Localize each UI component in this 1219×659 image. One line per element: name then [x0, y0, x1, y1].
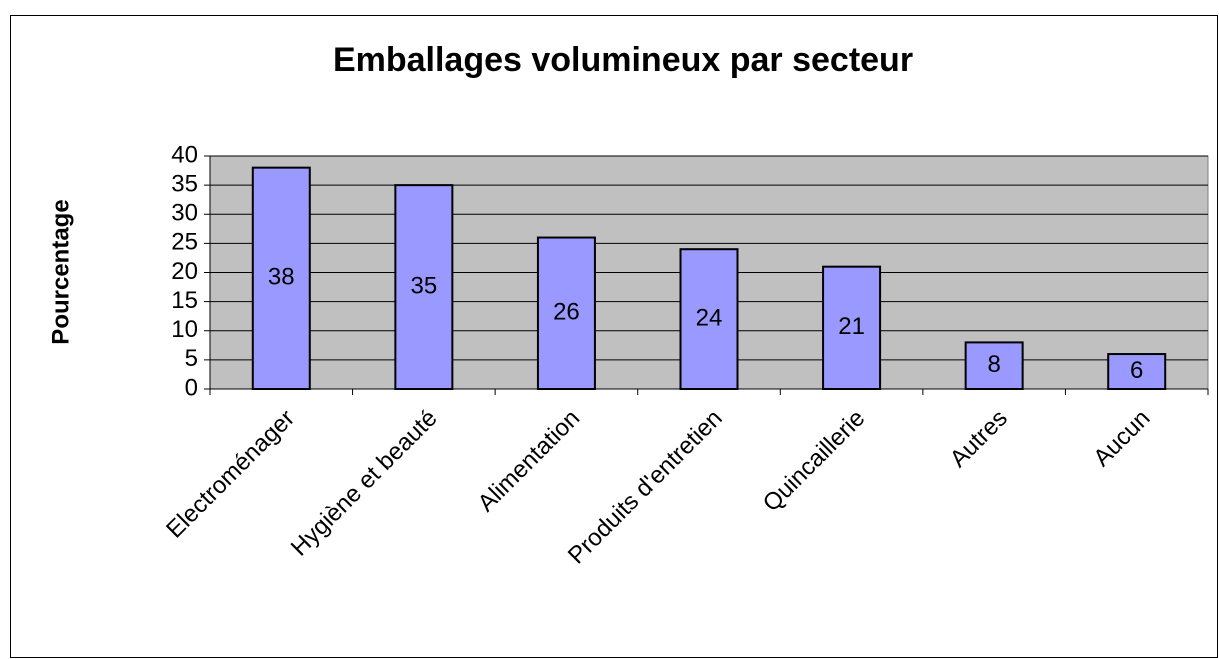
data-label: 38 [268, 264, 295, 291]
bar [822, 265, 882, 390]
data-label: 6 [1130, 357, 1143, 384]
y-axis-label: Pourcentage [47, 199, 74, 344]
bar [679, 248, 739, 390]
y-tick-label: 15 [171, 287, 198, 314]
y-tick-label: 25 [171, 229, 198, 256]
y-tick-label: 5 [185, 345, 198, 372]
bar [536, 236, 596, 390]
data-label: 35 [411, 272, 438, 299]
data-label: 24 [696, 304, 723, 331]
data-label: 26 [553, 299, 580, 326]
y-tick-label: 20 [171, 258, 198, 285]
bar [964, 341, 1024, 390]
y-tick-label: 30 [171, 200, 198, 227]
y-tick-label: 40 [171, 141, 198, 168]
chart-title: Emballages volumineux par secteur [333, 41, 913, 79]
y-tick-label: 0 [185, 374, 198, 401]
bar [251, 166, 311, 390]
data-label: 21 [838, 313, 865, 340]
y-tick-label: 10 [171, 316, 198, 343]
data-label: 8 [987, 351, 1000, 378]
bar [1107, 353, 1167, 390]
y-tick-label: 35 [171, 170, 198, 197]
bar [394, 184, 454, 390]
